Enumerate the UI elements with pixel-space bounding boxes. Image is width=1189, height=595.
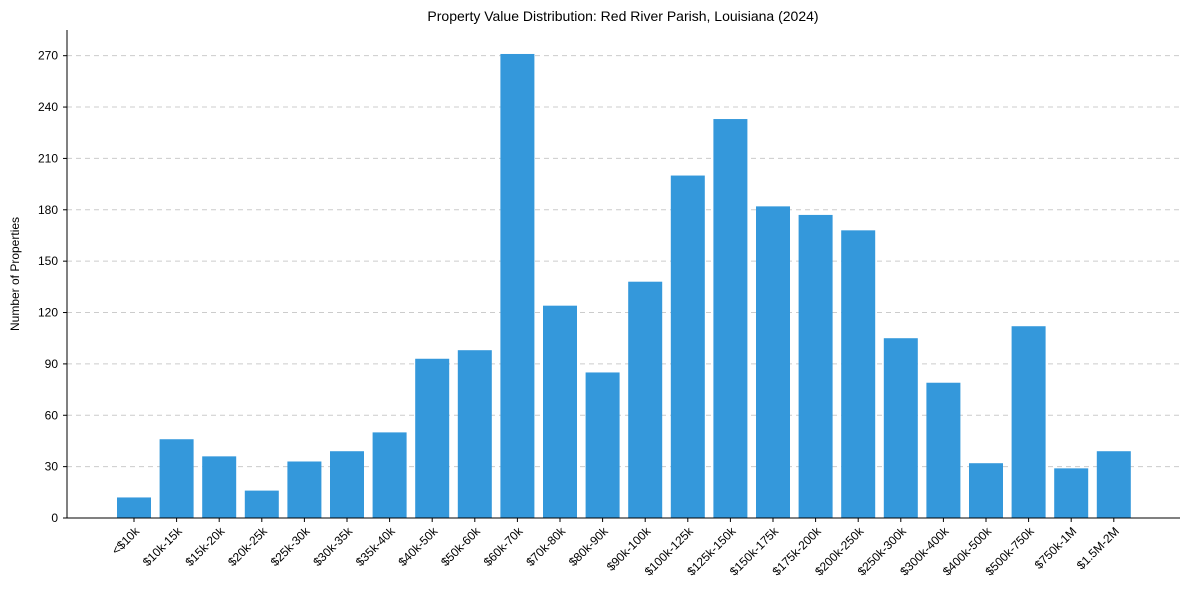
y-tick-label: 180	[38, 203, 58, 217]
bar	[1054, 468, 1089, 518]
y-tick-label: 150	[38, 254, 58, 268]
x-tick-label: $1.5M-2M	[1074, 524, 1122, 572]
bar	[883, 338, 918, 518]
bar	[202, 456, 237, 518]
bar	[117, 497, 151, 518]
bar	[500, 53, 535, 519]
x-tick-label: $15k-20k	[183, 524, 229, 570]
chart-title: Property Value Distribution: Red River P…	[427, 8, 818, 24]
bar	[798, 214, 833, 518]
x-tick-label: $50k-60k	[438, 524, 484, 570]
bars	[117, 53, 1131, 519]
x-tick-label: $60k-70k	[481, 524, 527, 570]
x-tick-label: $750k-1M	[1032, 524, 1080, 572]
bar	[926, 382, 961, 518]
x-tick-label: $25k-30k	[268, 524, 314, 570]
y-tick-label: 210	[38, 151, 58, 165]
y-tick-label: 90	[45, 357, 59, 371]
x-tick-label: $10k-15k	[140, 524, 186, 570]
bar	[969, 463, 1003, 518]
bar	[372, 432, 407, 518]
y-axis-label: Number of Properties	[8, 217, 22, 331]
x-tick-label: $40k-50k	[396, 524, 442, 570]
bar	[244, 490, 279, 518]
y-tick-label: 30	[45, 460, 59, 474]
bar	[756, 206, 790, 518]
bar	[330, 451, 364, 518]
x-axis-ticks: <$10k$10k-15k$15k-20k$20k-25k$25k-30k$30…	[109, 518, 1122, 578]
bar	[1096, 451, 1131, 518]
bar	[543, 305, 577, 518]
x-tick-label: $70k-80k	[523, 524, 569, 570]
y-tick-label: 120	[38, 306, 58, 320]
bar	[1011, 326, 1046, 518]
bar	[457, 350, 492, 518]
y-tick-label: 60	[45, 408, 59, 422]
bar	[585, 372, 620, 518]
x-tick-label: <$10k	[109, 524, 143, 558]
y-axis-ticks: 0 30 60 90 120 150 180 210 240 270	[38, 49, 67, 525]
bar	[670, 175, 705, 518]
y-tick-label: 270	[38, 49, 58, 63]
x-tick-label: $20k-25k	[225, 524, 271, 570]
bar	[713, 119, 748, 518]
y-tick-label: 240	[38, 100, 58, 114]
axes	[66, 30, 1180, 519]
bar	[415, 358, 450, 518]
bar	[287, 461, 322, 518]
bar	[841, 230, 876, 518]
bar	[628, 281, 663, 518]
bar	[159, 439, 194, 518]
x-tick-label: $35k-40k	[353, 524, 399, 570]
y-tick-label: 0	[51, 511, 58, 525]
x-tick-label: $30k-35k	[310, 524, 356, 570]
